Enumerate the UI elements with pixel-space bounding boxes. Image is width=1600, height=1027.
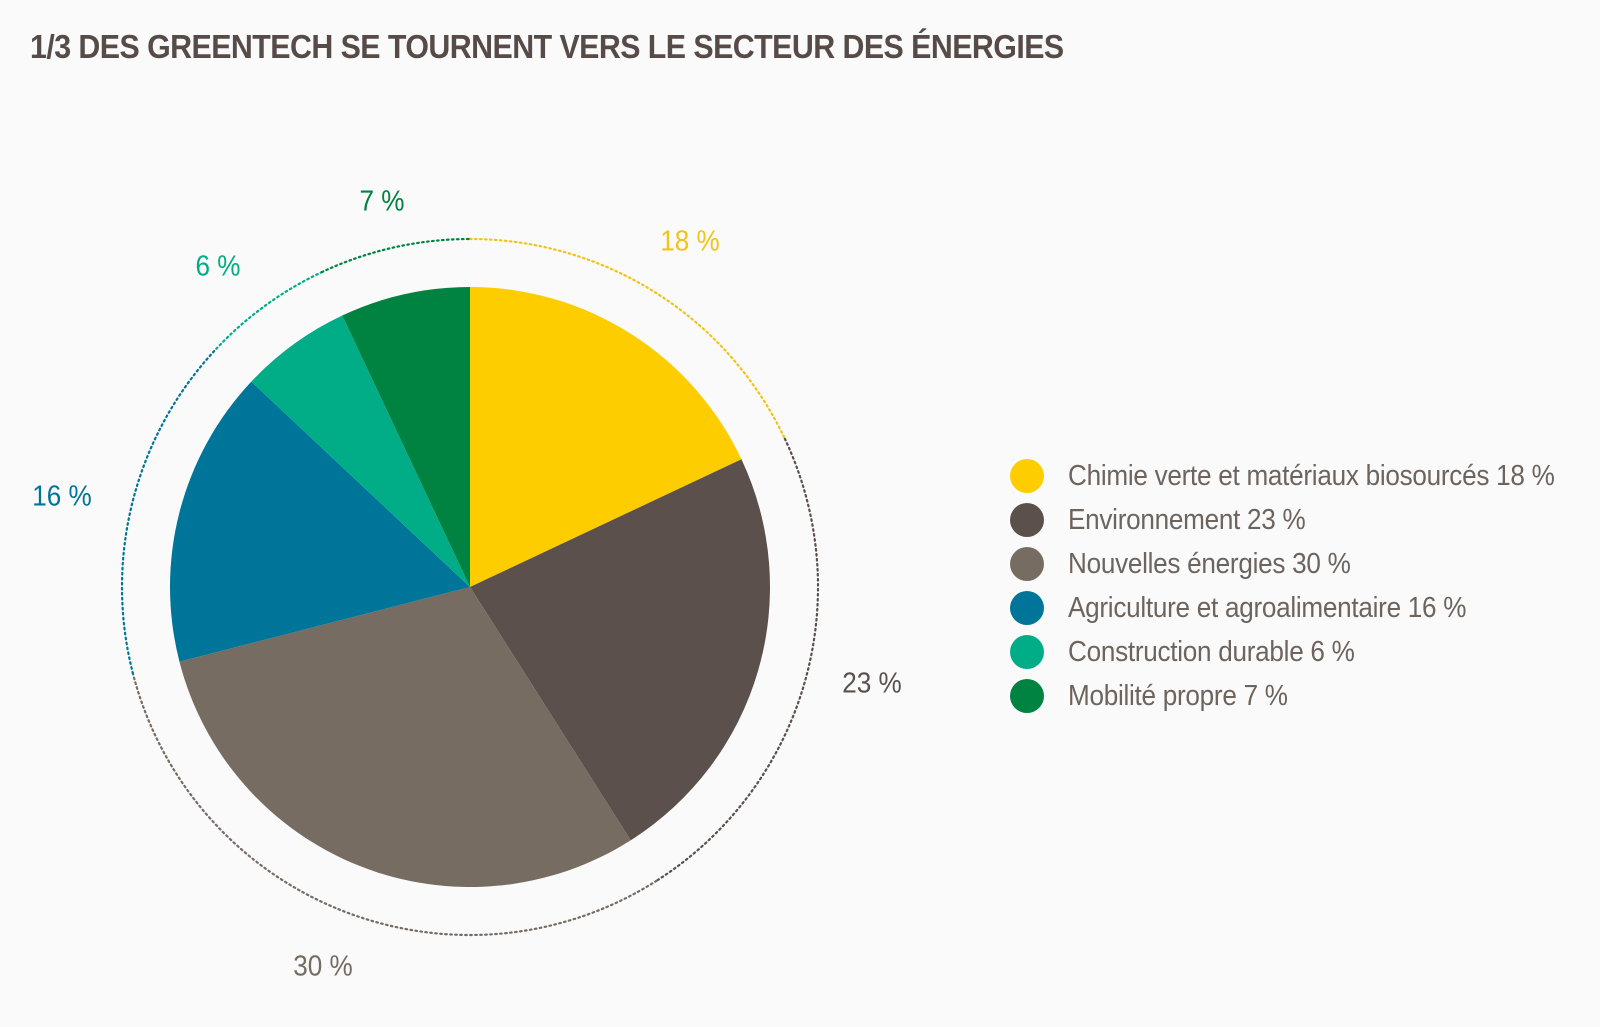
- legend-item-2: Environnement 23 %: [1010, 498, 1600, 542]
- dotted-arc-2: [655, 437, 820, 882]
- pie-slice-4: [169, 381, 470, 662]
- dotted-arc-3: [131, 672, 658, 937]
- legend-swatch-2: [1010, 503, 1044, 537]
- legend-item-1: Chimie verte et matériaux biosourcés 18 …: [1010, 454, 1600, 498]
- legend-item-6: Mobilité propre 7 %: [1010, 674, 1600, 718]
- pie-slice-6: [342, 287, 470, 587]
- chart-title: 1/3 DES GREENTECH SE TOURNENT VERS LE SE…: [30, 28, 1064, 65]
- legend-swatch-6: [1010, 679, 1044, 713]
- legend-item-5: Construction durable 6 %: [1010, 630, 1600, 674]
- legend-label-6: Mobilité propre 7 %: [1068, 679, 1288, 712]
- pie-slice-5: [251, 315, 470, 587]
- legend-swatch-5: [1010, 635, 1044, 669]
- legend-label-2: Environnement 23 %: [1068, 503, 1306, 536]
- pie-slice-3: [179, 587, 631, 888]
- legend-item-3: Nouvelles énergies 30 %: [1010, 542, 1600, 586]
- pie-slice-1: [470, 287, 742, 587]
- legend-label-3: Nouvelles énergies 30 %: [1068, 547, 1351, 580]
- slice-label-4: 16 %: [32, 479, 91, 512]
- slice-label-3: 30 %: [293, 949, 352, 982]
- slice-label-6: 7 %: [360, 184, 405, 217]
- legend-label-5: Construction durable 6 %: [1068, 635, 1355, 668]
- legend-swatch-4: [1010, 591, 1044, 625]
- legend-label-1: Chimie verte et matériaux biosourcés 18 …: [1068, 459, 1555, 492]
- dotted-arc-5: [215, 271, 323, 350]
- slice-label-2: 23 %: [842, 666, 901, 699]
- legend-label-4: Agriculture et agroalimentaire 16 %: [1068, 591, 1467, 624]
- legend-swatch-1: [1010, 459, 1044, 493]
- chart-legend: Chimie verte et matériaux biosourcés 18 …: [1010, 454, 1600, 718]
- dotted-arc-6: [320, 237, 472, 274]
- legend-swatch-3: [1010, 547, 1044, 581]
- dotted-arc-1: [468, 237, 786, 440]
- legend-item-4: Agriculture et agroalimentaire 16 %: [1010, 586, 1600, 630]
- slice-label-1: 18 %: [660, 224, 719, 257]
- pie-chart: 18 % 23 % 30 % 16 % 6 % 7 %: [32, 184, 901, 982]
- dotted-arc-4: [120, 347, 218, 675]
- slice-label-5: 6 %: [196, 249, 241, 282]
- pie-slice-2: [470, 459, 770, 841]
